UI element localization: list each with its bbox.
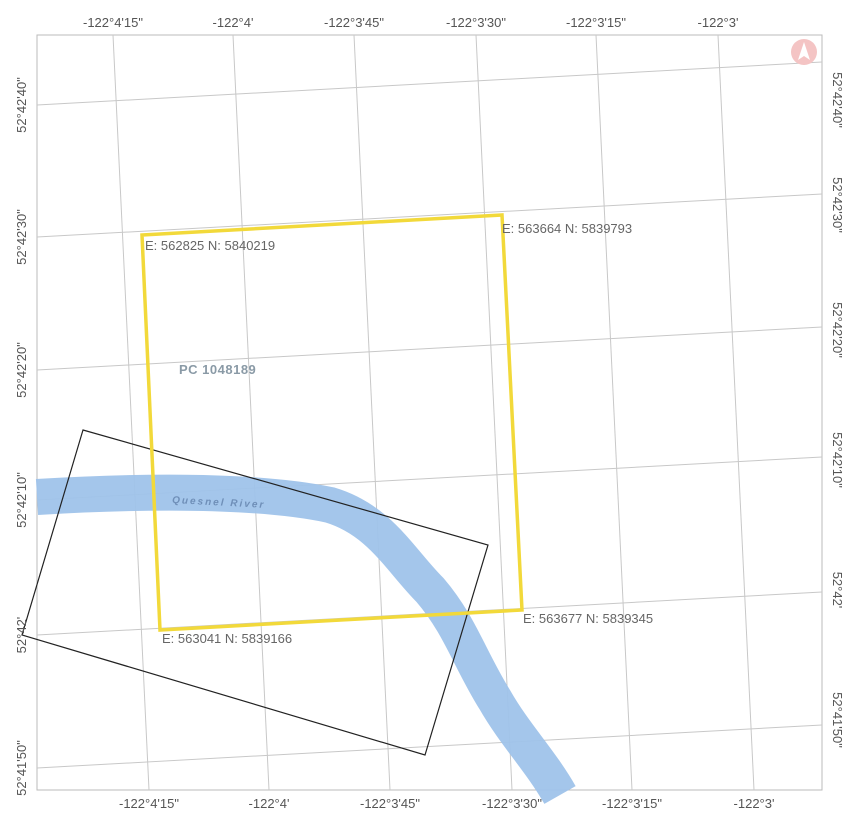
top-longitude-label: -122°3'	[698, 15, 739, 30]
corner-coord-bottom-left: E: 563041 N: 5839166	[162, 631, 292, 646]
corner-coord-bottom-right: E: 563677 N: 5839345	[523, 611, 653, 626]
parcel-boundary[interactable]	[21, 429, 489, 756]
left-latitude-label: 52°41'50"	[14, 740, 29, 796]
right-latitude-label: 52°42'40"	[830, 72, 845, 128]
north-arrow-icon	[791, 39, 817, 65]
top-longitude-label: -122°4'15"	[83, 15, 143, 30]
corner-coord-top-left: E: 562825 N: 5840219	[145, 238, 275, 253]
right-latitude-label: 52°42'10"	[830, 432, 845, 488]
map-frame	[36, 34, 823, 791]
bottom-longitude-label: -122°3'15"	[602, 796, 662, 811]
top-longitude-label: -122°3'15"	[566, 15, 626, 30]
right-latitude-label: 52°42'20"	[830, 302, 845, 358]
right-latitude-label: 52°42'30"	[830, 177, 845, 233]
river-label: Quesnel River	[172, 495, 266, 511]
grid-parallel	[36, 193, 823, 238]
grid-meridian	[717, 34, 755, 791]
top-longitude-label: -122°3'30"	[446, 15, 506, 30]
grid-parallel	[36, 724, 823, 769]
top-longitude-label: -122°3'45"	[324, 15, 384, 30]
left-latitude-label: 52°42'40"	[14, 77, 29, 133]
grid-meridian	[232, 34, 270, 791]
left-latitude-label: 52°42'10"	[14, 472, 29, 528]
bottom-longitude-label: -122°3'45"	[360, 796, 420, 811]
left-latitude-label: 52°42'	[14, 617, 29, 654]
grid-meridian	[112, 34, 150, 791]
grid-meridian	[353, 34, 391, 791]
bottom-longitude-label: -122°4'15"	[119, 796, 179, 811]
top-longitude-label: -122°4'	[213, 15, 254, 30]
claim-boundary[interactable]	[140, 213, 524, 632]
quesnel-river	[35, 474, 576, 805]
grid-parallel	[36, 326, 823, 371]
bottom-longitude-label: -122°3'	[734, 796, 775, 811]
right-latitude-label: 52°41'50"	[830, 692, 845, 748]
bottom-longitude-label: -122°3'30"	[482, 796, 542, 811]
left-latitude-label: 52°42'30"	[14, 209, 29, 265]
left-latitude-label: 52°42'20"	[14, 342, 29, 398]
corner-coord-top-right: E: 563664 N: 5839793	[502, 221, 632, 236]
grid-parallel	[36, 61, 823, 106]
parcel-label: PC 1048189	[179, 362, 256, 377]
bottom-longitude-label: -122°4'	[249, 796, 290, 811]
grid-meridian	[595, 34, 633, 791]
grid-meridian	[475, 34, 513, 791]
right-latitude-label: 52°42'	[830, 572, 845, 609]
